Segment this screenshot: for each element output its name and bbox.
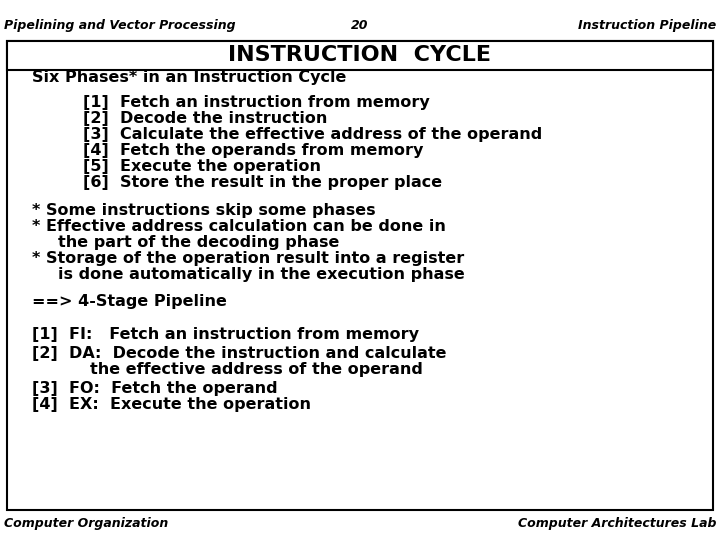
Text: [1]  FI:   Fetch an instruction from memory: [1] FI: Fetch an instruction from memory [32,327,419,342]
Text: [4]  EX:  Execute the operation: [4] EX: Execute the operation [32,397,311,412]
Text: Instruction Pipeline: Instruction Pipeline [578,19,716,32]
FancyBboxPatch shape [7,40,713,510]
Text: is done automatically in the execution phase: is done automatically in the execution p… [58,267,464,282]
Text: Six Phases* in an Instruction Cycle: Six Phases* in an Instruction Cycle [32,70,347,85]
Text: Computer Organization: Computer Organization [4,517,168,530]
Text: [6]  Store the result in the proper place: [6] Store the result in the proper place [83,176,442,191]
Text: INSTRUCTION  CYCLE: INSTRUCTION CYCLE [228,45,492,65]
Text: [3]  FO:  Fetch the operand: [3] FO: Fetch the operand [32,381,278,396]
Text: [4]  Fetch the operands from memory: [4] Fetch the operands from memory [83,143,423,158]
Text: Computer Architectures Lab: Computer Architectures Lab [518,517,716,530]
Text: [1]  Fetch an instruction from memory: [1] Fetch an instruction from memory [83,94,430,110]
FancyBboxPatch shape [7,40,713,70]
Text: * Some instructions skip some phases: * Some instructions skip some phases [32,202,376,218]
Text: ==> 4-Stage Pipeline: ==> 4-Stage Pipeline [32,294,228,309]
Text: [2]  Decode the instruction: [2] Decode the instruction [83,111,327,126]
Text: the part of the decoding phase: the part of the decoding phase [58,235,339,250]
Text: the effective address of the operand: the effective address of the operand [90,362,423,377]
Text: * Effective address calculation can be done in: * Effective address calculation can be d… [32,219,446,234]
Text: [2]  DA:  Decode the instruction and calculate: [2] DA: Decode the instruction and calcu… [32,346,447,361]
Text: [3]  Calculate the effective address of the operand: [3] Calculate the effective address of t… [83,127,542,142]
Text: [5]  Execute the operation: [5] Execute the operation [83,159,321,174]
Text: Pipelining and Vector Processing: Pipelining and Vector Processing [4,19,235,32]
Text: * Storage of the operation result into a register: * Storage of the operation result into a… [32,251,464,266]
Text: 20: 20 [351,19,369,32]
